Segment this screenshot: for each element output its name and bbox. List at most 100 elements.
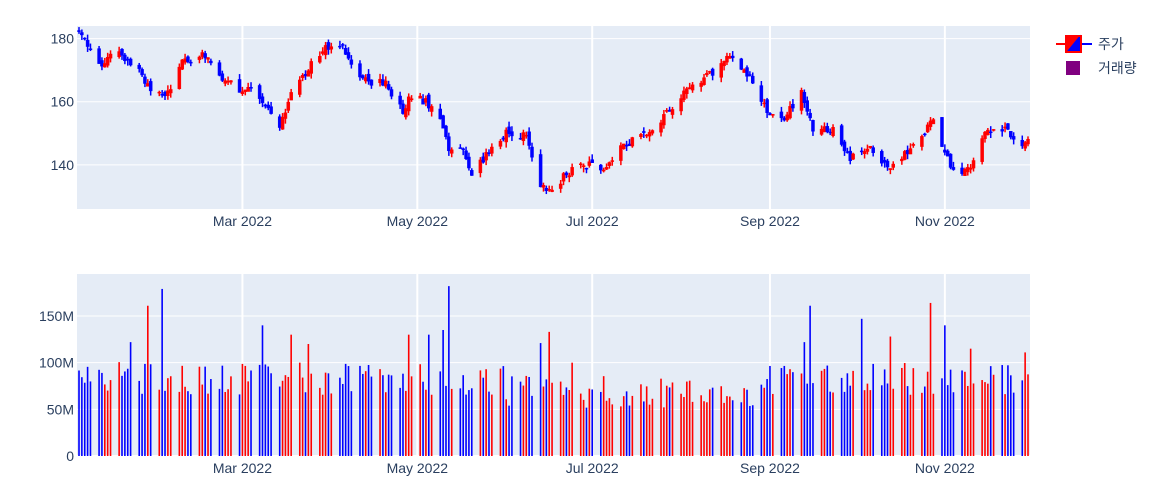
volume-bar[interactable]	[147, 305, 149, 456]
candle-down[interactable]	[88, 43, 93, 52]
candle-down[interactable]	[885, 158, 890, 171]
candle-down[interactable]	[123, 53, 127, 65]
candle-up[interactable]	[384, 76, 388, 89]
candle-up[interactable]	[581, 163, 586, 173]
candle-up[interactable]	[788, 101, 792, 120]
volume-bar[interactable]	[989, 366, 992, 456]
candle-up[interactable]	[570, 163, 574, 177]
volume-bar[interactable]	[706, 402, 708, 456]
volume-bar[interactable]	[81, 377, 83, 456]
candle-down[interactable]	[128, 57, 133, 67]
candle-up[interactable]	[177, 63, 182, 90]
volume-bar[interactable]	[98, 369, 100, 456]
volume-bar[interactable]	[502, 366, 505, 456]
candle-down[interactable]	[871, 145, 875, 157]
volume-bar[interactable]	[631, 395, 634, 456]
volume-bar[interactable]	[462, 375, 464, 456]
volume-bar[interactable]	[164, 390, 166, 456]
volume-bar[interactable]	[671, 382, 674, 456]
candle-down[interactable]	[751, 72, 755, 84]
volume-bar[interactable]	[901, 367, 903, 456]
candle-up[interactable]	[662, 109, 666, 129]
volume-bar[interactable]	[769, 365, 771, 456]
volume-bar[interactable]	[101, 372, 103, 456]
candle-down[interactable]	[441, 114, 445, 129]
volume-bar[interactable]	[287, 376, 290, 456]
volume-bar[interactable]	[588, 388, 591, 456]
volume-bar[interactable]	[1004, 394, 1006, 456]
volume-bar[interactable]	[450, 388, 453, 456]
volume-bar[interactable]	[230, 376, 232, 456]
candle-up[interactable]	[630, 136, 635, 148]
candle-down[interactable]	[811, 119, 815, 136]
volume-bar[interactable]	[207, 393, 209, 456]
volume-bar[interactable]	[921, 392, 923, 456]
volume-bar[interactable]	[224, 391, 227, 456]
volume-bar[interactable]	[341, 383, 344, 456]
candle-up[interactable]	[240, 86, 245, 96]
volume-bar[interactable]	[310, 373, 313, 456]
volume-bar[interactable]	[880, 385, 883, 456]
volume-bar[interactable]	[763, 387, 766, 456]
candle-down[interactable]	[358, 60, 362, 81]
volume-bar[interactable]	[640, 384, 642, 456]
legend[interactable]: 주가 거래량	[1056, 34, 1137, 76]
volume-bar[interactable]	[169, 376, 172, 456]
candle-up[interactable]	[619, 142, 623, 166]
candle-up[interactable]	[206, 57, 210, 64]
candle-up[interactable]	[521, 129, 526, 146]
volume-bar[interactable]	[926, 371, 929, 456]
candle-up[interactable]	[647, 129, 652, 142]
volume-bar[interactable]	[129, 342, 132, 456]
volume-bar[interactable]	[347, 366, 350, 456]
candle-down[interactable]	[923, 132, 927, 137]
candle-up[interactable]	[558, 180, 563, 193]
volume-bar[interactable]	[766, 379, 768, 456]
volume-bar[interactable]	[399, 387, 401, 456]
volume-bar[interactable]	[946, 385, 949, 456]
candle-down[interactable]	[447, 132, 451, 156]
candle-up[interactable]	[865, 144, 870, 155]
volume-bar[interactable]	[505, 399, 507, 456]
volume-bar[interactable]	[863, 390, 866, 456]
volume-bar[interactable]	[167, 378, 169, 456]
candle-down[interactable]	[805, 96, 809, 116]
candle-down[interactable]	[386, 80, 391, 91]
volume-bar[interactable]	[324, 372, 327, 456]
legend-item-volume[interactable]: 거래량	[1066, 60, 1137, 76]
volume-bar[interactable]	[663, 407, 665, 456]
volume-bar[interactable]	[872, 363, 874, 456]
volume-bar[interactable]	[949, 369, 952, 456]
volume-bar[interactable]	[731, 400, 734, 456]
volume-bar[interactable]	[571, 362, 573, 456]
volume-bar[interactable]	[330, 393, 333, 456]
candle-up[interactable]	[604, 163, 609, 171]
candle-up[interactable]	[406, 93, 411, 116]
candle-down[interactable]	[825, 122, 830, 134]
volume-bar[interactable]	[944, 325, 946, 456]
volume-bar[interactable]	[1009, 375, 1012, 456]
volume-bar[interactable]	[622, 396, 625, 456]
volume-bar[interactable]	[648, 404, 651, 456]
volume-bar[interactable]	[261, 325, 264, 456]
candle-down[interactable]	[1009, 131, 1013, 140]
volume-bar[interactable]	[548, 331, 550, 456]
volume-bar[interactable]	[210, 379, 212, 456]
volume-bar[interactable]	[628, 405, 631, 456]
candle-down[interactable]	[1011, 132, 1016, 145]
volume-bar[interactable]	[582, 399, 585, 456]
volume-bar[interactable]	[846, 373, 849, 456]
volume-bar[interactable]	[468, 390, 470, 456]
candle-up[interactable]	[108, 50, 113, 63]
volume-bar[interactable]	[860, 318, 863, 456]
volume-bar[interactable]	[964, 371, 966, 456]
volume-bar[interactable]	[267, 366, 270, 456]
volume-bar[interactable]	[508, 405, 510, 456]
candle-up[interactable]	[286, 98, 291, 113]
volume-bar[interactable]	[250, 370, 252, 456]
volume-bar[interactable]	[359, 365, 361, 456]
volume-bar[interactable]	[439, 371, 442, 456]
candle-down[interactable]	[346, 47, 351, 61]
candle-down[interactable]	[217, 60, 222, 77]
volume-bar[interactable]	[743, 388, 745, 456]
